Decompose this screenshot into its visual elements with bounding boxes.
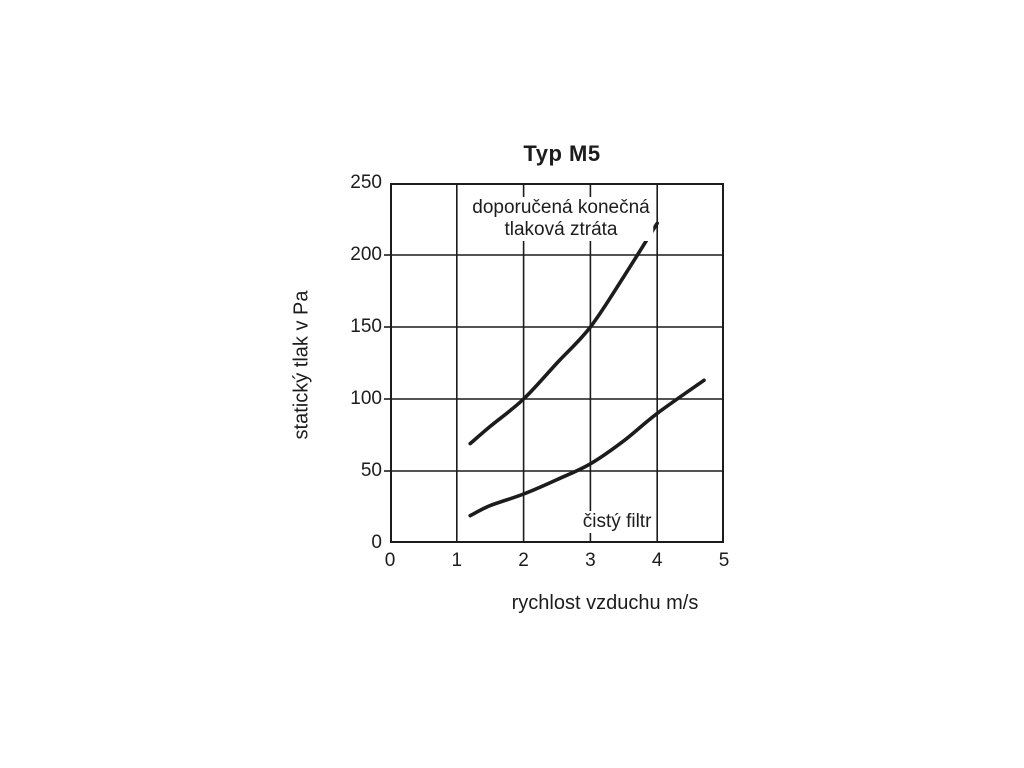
series-annotation-1: čistý filtr bbox=[578, 511, 656, 534]
y-axis-label: statický tlak v Pa bbox=[290, 290, 313, 440]
y-tick-label: 50 bbox=[360, 460, 382, 481]
y-tick-label: 200 bbox=[350, 244, 382, 265]
plot-svg bbox=[384, 183, 724, 543]
plot-area: doporučená konečná tlaková ztráta čistý fi… bbox=[384, 183, 724, 543]
y-tick-label: 150 bbox=[350, 316, 382, 337]
x-tick-label: 0 bbox=[384, 550, 396, 571]
plot-border bbox=[390, 183, 724, 543]
series-curve-0 bbox=[468, 221, 659, 446]
series-annotation-0: doporučená konečná tlaková ztráta bbox=[468, 197, 654, 242]
x-tick-label: 4 bbox=[651, 550, 663, 571]
x-tick-label: 5 bbox=[718, 550, 730, 571]
x-tick-label: 3 bbox=[585, 550, 596, 571]
y-tick-label: 0 bbox=[371, 532, 382, 553]
chart-title: Typ M5 bbox=[523, 141, 601, 166]
y-tick-label: 100 bbox=[350, 388, 382, 409]
x-axis-label: rychlost vzduchu m/s bbox=[511, 592, 699, 614]
x-tick-label: 2 bbox=[518, 550, 529, 571]
x-tick-label: 1 bbox=[451, 550, 463, 571]
series-curve-1 bbox=[468, 378, 706, 518]
y-tick-label: 250 bbox=[350, 172, 382, 193]
